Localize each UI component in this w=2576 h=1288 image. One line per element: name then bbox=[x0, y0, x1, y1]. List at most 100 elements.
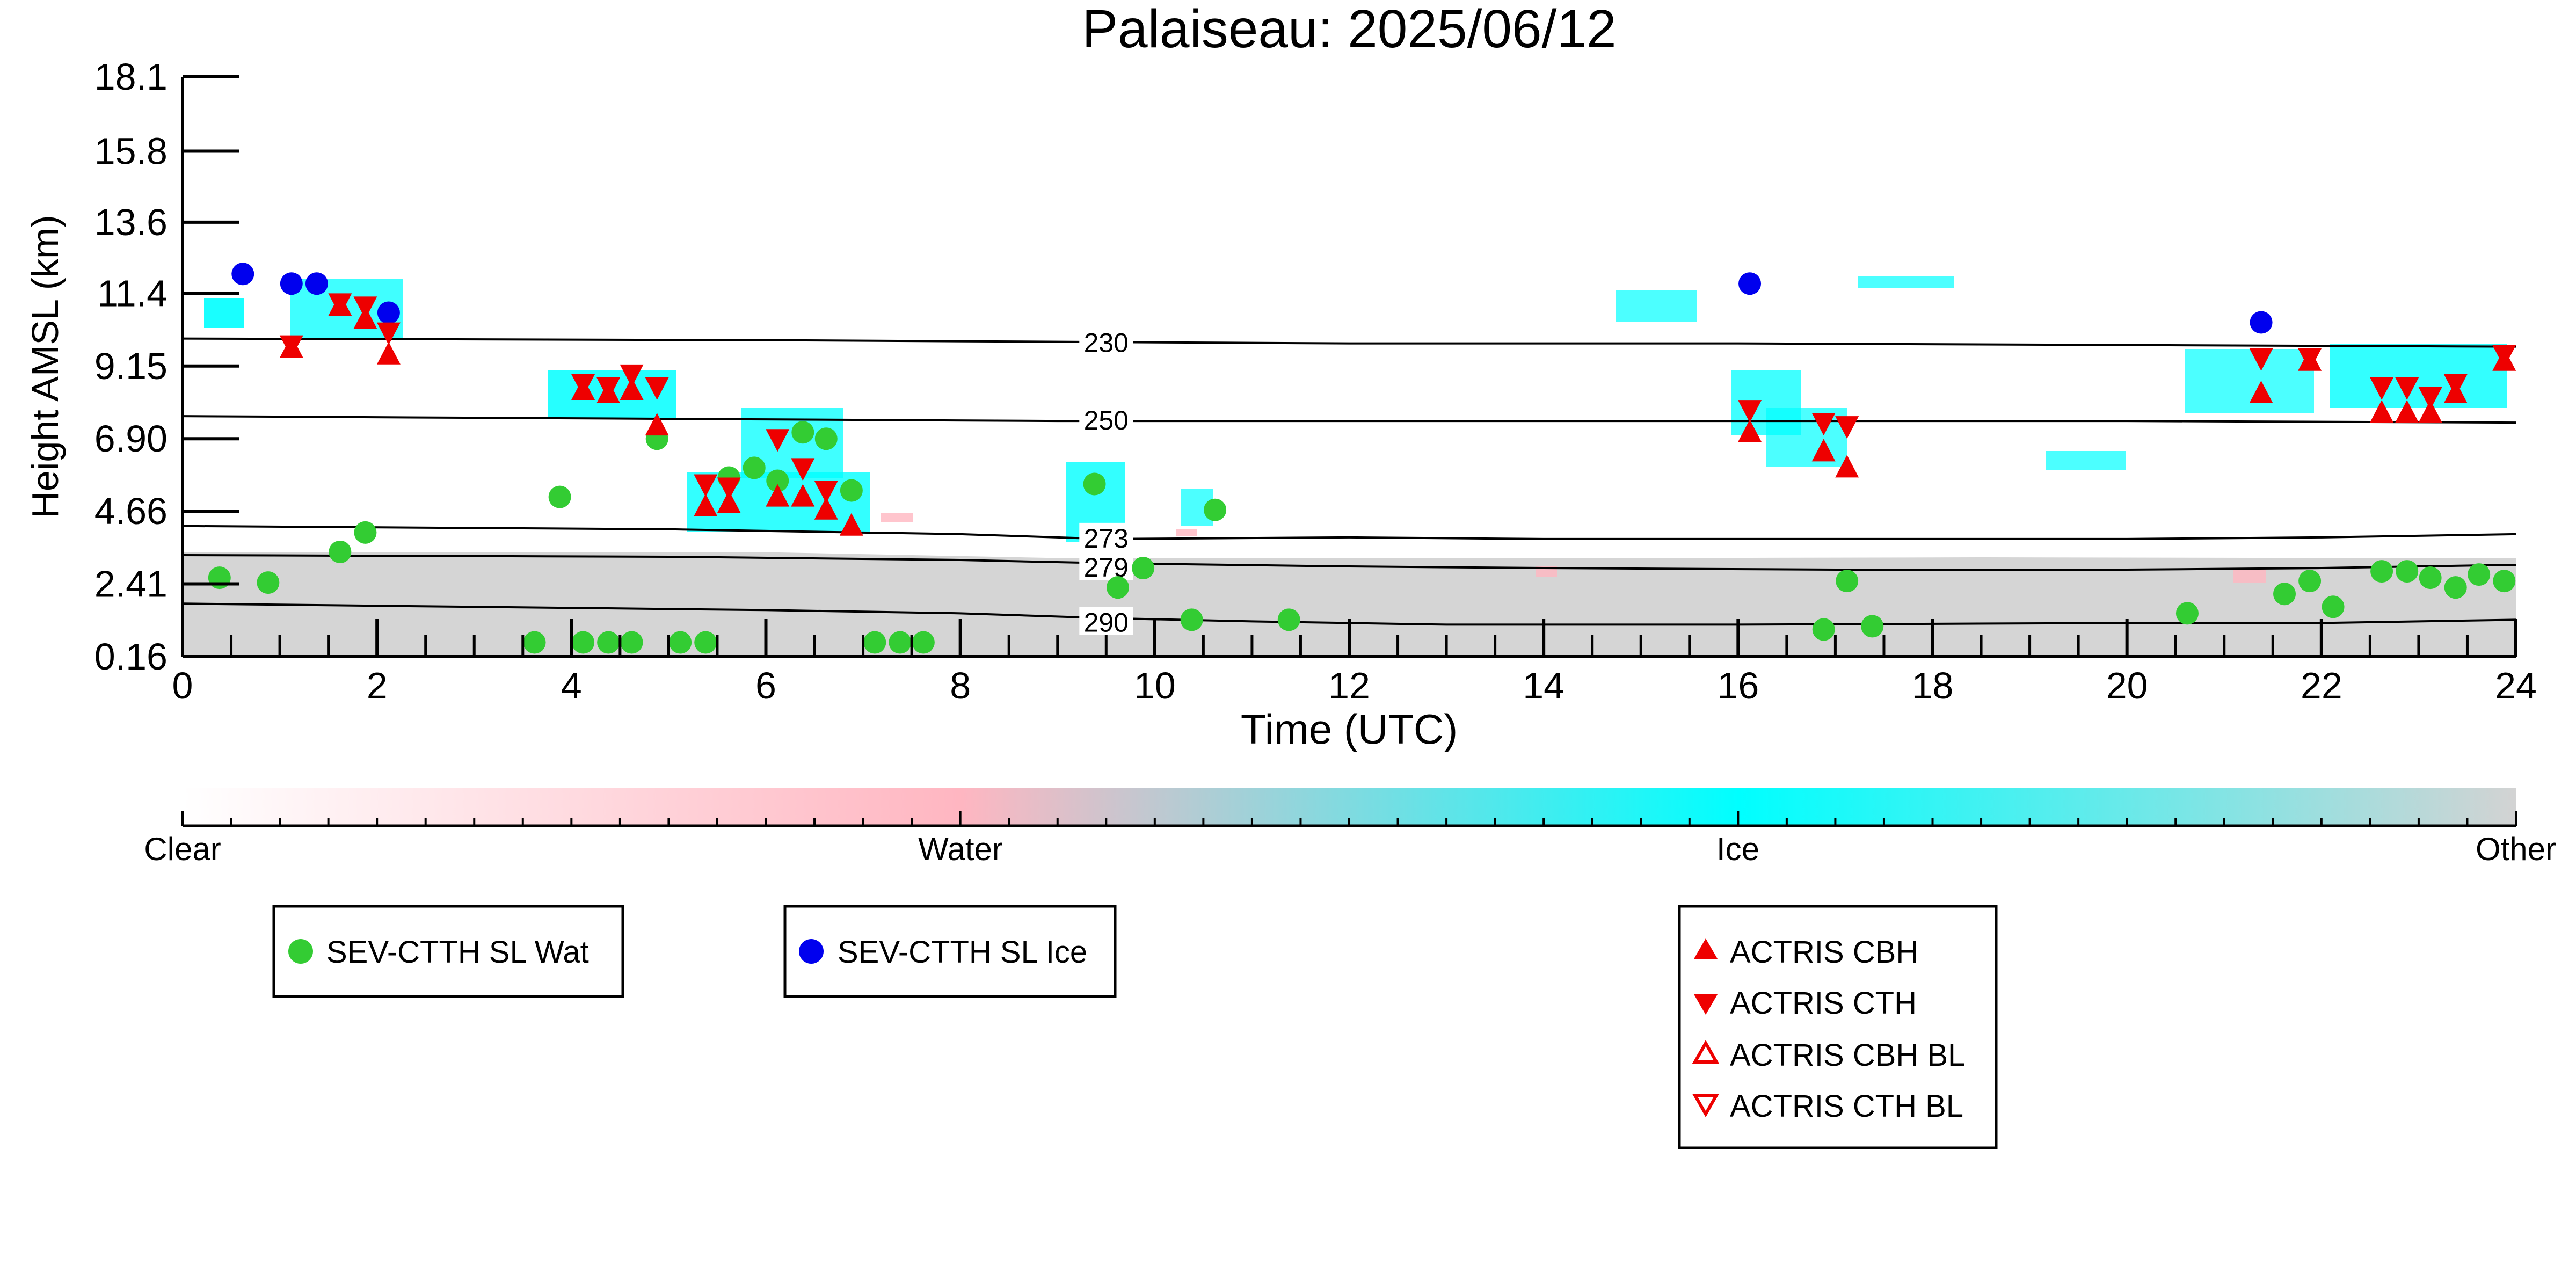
actris-cth-point bbox=[328, 293, 352, 316]
sev-ctth-sl-wat-point bbox=[572, 631, 595, 654]
sev-ctth-sl-wat-point bbox=[1204, 498, 1227, 521]
actris-cth-point bbox=[791, 458, 815, 481]
contour-label-250: 250 bbox=[1084, 405, 1129, 435]
chart-title: Palaiseau: 2025/06/12 bbox=[1082, 0, 1616, 59]
sev-ctth-sl-wat-point bbox=[523, 631, 546, 654]
contour-line-290 bbox=[182, 602, 2516, 626]
actris-cth-point bbox=[2418, 387, 2442, 410]
actris-cth-point bbox=[2298, 348, 2322, 371]
sev-ctth-sl-wat-point bbox=[2419, 566, 2442, 590]
actris-cth-point bbox=[694, 474, 718, 497]
x-tick-label: 8 bbox=[950, 665, 971, 707]
legend-cbh-bl-marker bbox=[1692, 1039, 1720, 1064]
sev-ctth-sl-wat-point bbox=[1180, 608, 1203, 631]
actris-cbh-point bbox=[1835, 455, 1859, 478]
sev-ctth-sl-wat-point bbox=[889, 631, 912, 654]
actris-cbh-point bbox=[694, 493, 718, 516]
actris-cbh-point bbox=[620, 377, 644, 400]
sev-ctth-sl-ice-point bbox=[2250, 311, 2273, 334]
actris-cbh-point bbox=[2249, 380, 2273, 403]
actris-cth-point bbox=[2249, 348, 2273, 371]
y-ticks: 0.16 2.41 4.66 6.90 9.15 11.4 13.6 15.8 18.1 bbox=[94, 56, 239, 678]
contour-label-bg bbox=[1079, 327, 1133, 355]
contour-line-230 bbox=[182, 337, 2516, 348]
actris-cbh-point bbox=[645, 413, 669, 436]
y-tick-label: 11.4 bbox=[97, 272, 168, 314]
sev-ctth-sl-ice-point bbox=[1738, 272, 1762, 295]
actris-cbh-point bbox=[1738, 419, 1762, 442]
sev-ctth-sl-wat-point bbox=[2298, 570, 2322, 593]
x-tick-label: 0 bbox=[172, 665, 193, 707]
sev-ctth-sl-wat-point bbox=[2370, 560, 2393, 583]
sev-ctth-sl-wat-point bbox=[2322, 595, 2345, 618]
legend-actris: ACTRIS CBH ACTRIS CTH ACTRIS CBH BL ACTR… bbox=[1678, 905, 1998, 1149]
contour-label-290: 290 bbox=[1084, 607, 1129, 637]
y-axis-label: Height AMSL (km) bbox=[24, 215, 66, 518]
x-tick-label: 24 bbox=[2495, 665, 2537, 707]
colorbar-label-water: Water bbox=[918, 831, 1003, 867]
sev-ctth-sl-wat-point bbox=[840, 479, 863, 502]
sev-ctth-sl-wat-point bbox=[814, 427, 838, 450]
contour-label-bg bbox=[1079, 607, 1133, 635]
y-tick-label: 15.8 bbox=[94, 130, 168, 172]
contour-line-250 bbox=[182, 415, 2516, 424]
sev-ctth-sl-wat-point bbox=[1277, 608, 1300, 631]
actris-cth-point bbox=[766, 429, 790, 452]
actris-cth-point bbox=[1738, 400, 1762, 423]
sev-ctth-sl-wat-point bbox=[597, 631, 620, 654]
x-tick-label: 14 bbox=[1523, 665, 1564, 707]
actris-cth-point bbox=[279, 335, 303, 358]
x-ticks: 0 2 4 6 8 10 12 14 16 18 20 22 24 bbox=[172, 619, 2537, 707]
y-tick-label: 0.16 bbox=[94, 636, 168, 678]
x-tick-label: 6 bbox=[755, 665, 776, 707]
legend-cth-bl-label: ACTRIS CTH BL bbox=[1730, 1089, 1963, 1124]
sev-ctth-sl-wat-point bbox=[743, 456, 766, 479]
y-tick-label: 13.6 bbox=[94, 201, 168, 243]
actris-cth-point bbox=[2443, 374, 2468, 397]
actris-cbh-point bbox=[2418, 400, 2442, 423]
y-tick-label: 6.90 bbox=[94, 418, 168, 460]
sev-ctth-sl-wat-point bbox=[863, 631, 886, 654]
actris-cbh-point bbox=[766, 484, 790, 507]
legend-cth-marker bbox=[1694, 994, 1718, 1015]
sev-ctth-sl-wat-point bbox=[329, 540, 352, 563]
actris-cth-point bbox=[571, 374, 595, 397]
actris-cth-point bbox=[645, 377, 669, 400]
sev-ctth-sl-wat-point bbox=[2468, 563, 2491, 586]
x-axis-label: Time (UTC) bbox=[1241, 705, 1458, 753]
colorbar-label-ice: Ice bbox=[1716, 831, 1759, 867]
actris-cth-point bbox=[2395, 377, 2419, 400]
contour-label-bg bbox=[1079, 405, 1133, 433]
contour-line-279 bbox=[182, 554, 2516, 571]
sev-ctth-sl-wat-point bbox=[208, 566, 231, 590]
x-tick-label: 18 bbox=[1912, 665, 1954, 707]
actris-cth-point bbox=[717, 477, 741, 500]
sev-ctth-sl-wat-point bbox=[620, 631, 643, 654]
legend-cth-label: ACTRIS CTH bbox=[1730, 986, 1917, 1021]
legend-cbh-label: ACTRIS CBH bbox=[1730, 935, 1918, 970]
sev-ctth-sl-wat-point bbox=[1836, 570, 1859, 593]
contour-label-bg bbox=[1079, 552, 1133, 580]
actris-cbh-point bbox=[1811, 439, 1836, 462]
legend-water: SEV-CTTH SL Wat bbox=[272, 905, 624, 998]
actris-cbh-point bbox=[839, 513, 863, 536]
actris-cth-point bbox=[1835, 416, 1859, 439]
sev-ctth-sl-wat-point bbox=[1812, 618, 1835, 641]
legend-cbh-marker bbox=[1694, 938, 1718, 959]
x-tick-label: 20 bbox=[2106, 665, 2148, 707]
x-tick-label: 16 bbox=[1717, 665, 1759, 707]
actris-cth-point bbox=[2370, 377, 2394, 400]
actris-cth-point bbox=[353, 296, 377, 319]
actris-cth-point bbox=[1811, 413, 1836, 436]
sev-ctth-sl-wat-point bbox=[2396, 560, 2419, 583]
legend-ice-label: SEV-CTTH SL Ice bbox=[838, 935, 1087, 970]
sev-ctth-sl-wat-point bbox=[791, 421, 814, 444]
x-tick-label: 22 bbox=[2301, 665, 2342, 707]
sev-ctth-sl-wat-point bbox=[548, 485, 571, 508]
x-tick-label: 12 bbox=[1328, 665, 1370, 707]
x-tick-label: 10 bbox=[1134, 665, 1176, 707]
x-tick-label: 4 bbox=[561, 665, 582, 707]
colorbar-label-clear: Clear bbox=[144, 831, 221, 867]
